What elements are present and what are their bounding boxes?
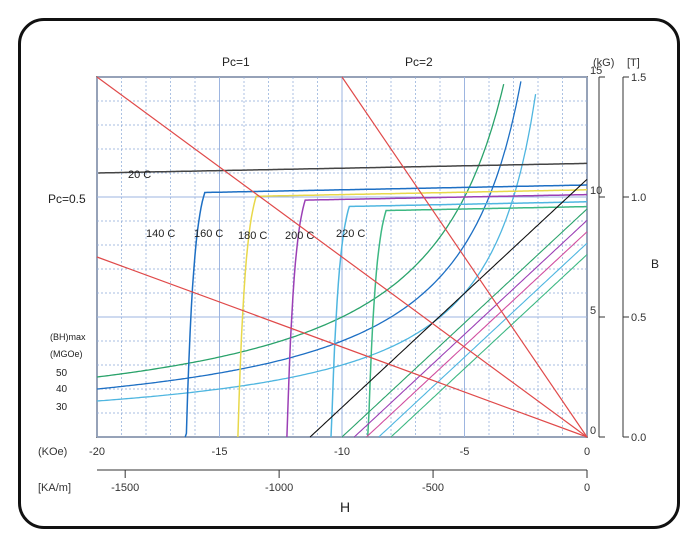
y-unit-t: [T] xyxy=(627,57,640,69)
temperature-label: 200 C xyxy=(285,230,314,242)
temperature-label: 220 C xyxy=(336,228,365,240)
x-tick-koe: -20 xyxy=(89,446,105,458)
x-tick-kam: -1000 xyxy=(265,482,293,494)
x-tick-koe: 0 xyxy=(584,446,590,458)
y-tick-t: 0.0 xyxy=(631,432,646,444)
load-line-label: Pc=2 xyxy=(405,55,433,69)
load-line-Pc=2 xyxy=(341,76,588,438)
temperature-label: 180 C xyxy=(238,230,267,242)
energy-curve-50 xyxy=(96,83,505,378)
x-tick-koe: -10 xyxy=(334,446,350,458)
x-tick-kam: 0 xyxy=(584,482,590,494)
demag-curve-220-C xyxy=(366,205,587,438)
y-tick-t: 1.5 xyxy=(631,72,646,84)
y-tick-t: 0.5 xyxy=(631,312,646,324)
recoil-line-5 xyxy=(390,254,588,438)
y-unit-kg: (kG) xyxy=(593,57,614,69)
bhmax-value: 30 xyxy=(56,402,68,413)
x-unit-koe: (KOe) xyxy=(38,446,67,458)
bhmax-unit-label: (MGOe) xyxy=(50,349,83,359)
axes: -20 -15 -10 -5 0 (KOe) -1500 -1000 -500 0 [KA/m] H 0… xyxy=(38,57,659,515)
x-axis-label: H xyxy=(340,499,350,515)
recoil-line-0 xyxy=(309,178,588,438)
demag-curve-180-C xyxy=(286,193,587,438)
y-tick-kg: 15 xyxy=(590,65,602,77)
x-tick-kam: -500 xyxy=(422,482,444,494)
y-tick-kg: 5 xyxy=(590,305,596,317)
y-tick-t: 1.0 xyxy=(631,192,646,204)
energy-curve-40 xyxy=(96,81,522,390)
x-tick-koe: -5 xyxy=(460,446,470,458)
temperature-label: 140 C xyxy=(146,228,175,240)
x-tick-kam: -1500 xyxy=(111,482,139,494)
bhmax-value: 50 xyxy=(56,368,68,379)
recoil-line-2 xyxy=(353,219,588,438)
grid xyxy=(96,76,588,438)
bhmax-label: (BH)max xyxy=(50,332,86,342)
y-tick-kg: 0 xyxy=(590,425,596,437)
y-axis-label: B xyxy=(651,257,659,271)
demag-curve-160-C xyxy=(237,189,587,438)
x-tick-koe: -15 xyxy=(212,446,228,458)
temperature-label: 20 C xyxy=(128,169,151,181)
x-unit-kam: [KA/m] xyxy=(38,482,71,494)
recoil-line-1 xyxy=(341,208,588,438)
temperature-label: 160 C xyxy=(194,228,223,240)
demag-curve-20-C xyxy=(98,162,587,174)
recoil-line-4 xyxy=(378,242,588,438)
load-line-label: Pc=1 xyxy=(222,55,250,69)
load-line-Pc=1 xyxy=(96,76,588,438)
curves xyxy=(96,76,588,438)
recoil-line-3 xyxy=(366,231,588,438)
load-line-label: Pc=0.5 xyxy=(48,192,86,206)
y-tick-kg: 10 xyxy=(590,185,602,197)
load-line-Pc=0.5 xyxy=(96,256,588,438)
bhmax-value: 40 xyxy=(56,384,68,395)
demag-curve-200-C xyxy=(330,201,587,438)
labels: Pc=0.5 Pc=1 Pc=2 20 C 140 C 160 C 180 C 200 C 22… xyxy=(48,55,433,413)
